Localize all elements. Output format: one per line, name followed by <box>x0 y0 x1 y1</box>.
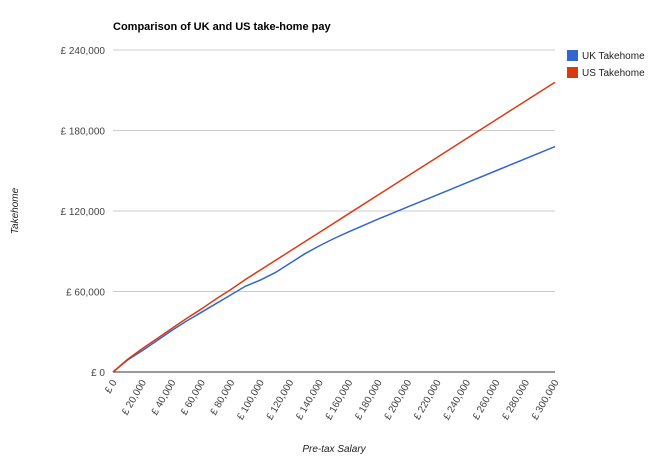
x-tick-label: £ 100,000 <box>235 378 267 422</box>
x-tick-label: £ 200,000 <box>382 378 414 422</box>
chart-title: Comparison of UK and US take-home pay <box>113 21 331 33</box>
x-tick-label: £ 260,000 <box>471 378 503 422</box>
x-tick-label: £ 20,000 <box>120 378 149 418</box>
x-tick-label: £ 120,000 <box>265 378 297 422</box>
x-tick-label: £ 220,000 <box>412 378 444 422</box>
legend-label: US Takehome <box>582 68 645 79</box>
y-axis-label: Takehome <box>10 187 21 234</box>
x-axis-ticks: £ 0 £ 20,000 £ 40,000 £ 60,000 £ 80,000£ 100… <box>103 378 562 422</box>
series-line-uk-takehome <box>112 145 556 373</box>
y-axis-ticks: £ 0 £ 60,000 £ 120,000 £ 180,000 £ 240,000 <box>61 46 106 379</box>
series-lines <box>112 81 556 373</box>
y-tick-label: £ 0 <box>91 368 105 379</box>
legend-swatch <box>567 67 578 78</box>
x-tick-label: £ 60,000 <box>179 378 208 418</box>
x-tick-label: £ 0 <box>103 378 120 396</box>
legend-label: UK Takehome <box>582 51 645 62</box>
x-tick-label: £ 80,000 <box>208 378 237 418</box>
x-tick-label: £ 240,000 <box>441 378 473 422</box>
y-tick-label: £ 60,000 <box>66 288 105 299</box>
grid <box>113 49 555 373</box>
y-tick-label: £ 240,000 <box>61 46 106 57</box>
legend: UK Takehome US Takehome <box>567 50 645 79</box>
x-tick-label: £ 140,000 <box>294 378 326 422</box>
x-tick-label: £ 40,000 <box>150 378 179 418</box>
series-line-us-takehome <box>112 81 556 373</box>
x-tick-label: £ 160,000 <box>324 378 356 422</box>
x-axis-label: Pre-tax Salary <box>302 444 366 455</box>
x-tick-label: £ 180,000 <box>353 378 385 422</box>
y-tick-label: £ 120,000 <box>61 207 106 218</box>
x-tick-label: £ 280,000 <box>500 378 532 422</box>
y-tick-label: £ 180,000 <box>61 127 106 138</box>
legend-swatch <box>567 50 578 61</box>
x-tick-label: £ 300,000 <box>530 378 562 422</box>
